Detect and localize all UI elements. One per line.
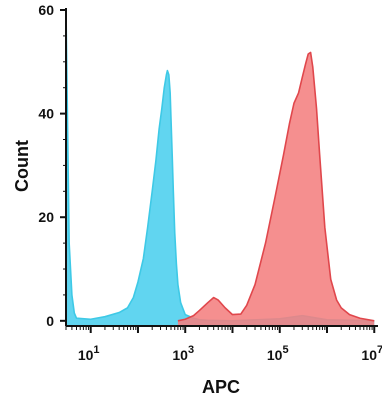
x-tick-label: 103: [172, 344, 194, 363]
series-2-line: [177, 51, 375, 322]
y-axis-title: Count: [12, 140, 32, 192]
x-tick-label: 105: [267, 344, 289, 363]
series-2-area: [177, 52, 375, 326]
y-tick-label: 0: [46, 313, 54, 329]
x-axis-title: APC: [202, 377, 240, 397]
series-layer: [65, 9, 375, 326]
x-ticks: 101 103 105 107: [65, 326, 382, 363]
y-tick-label: 40: [38, 106, 54, 122]
y-ticks: 0 20 40 60: [38, 2, 66, 329]
y-tick-label: 20: [38, 209, 54, 225]
x-tick-label: 107: [361, 344, 382, 363]
x-tick-label: 101: [78, 344, 100, 363]
y-tick-label: 60: [38, 2, 54, 18]
